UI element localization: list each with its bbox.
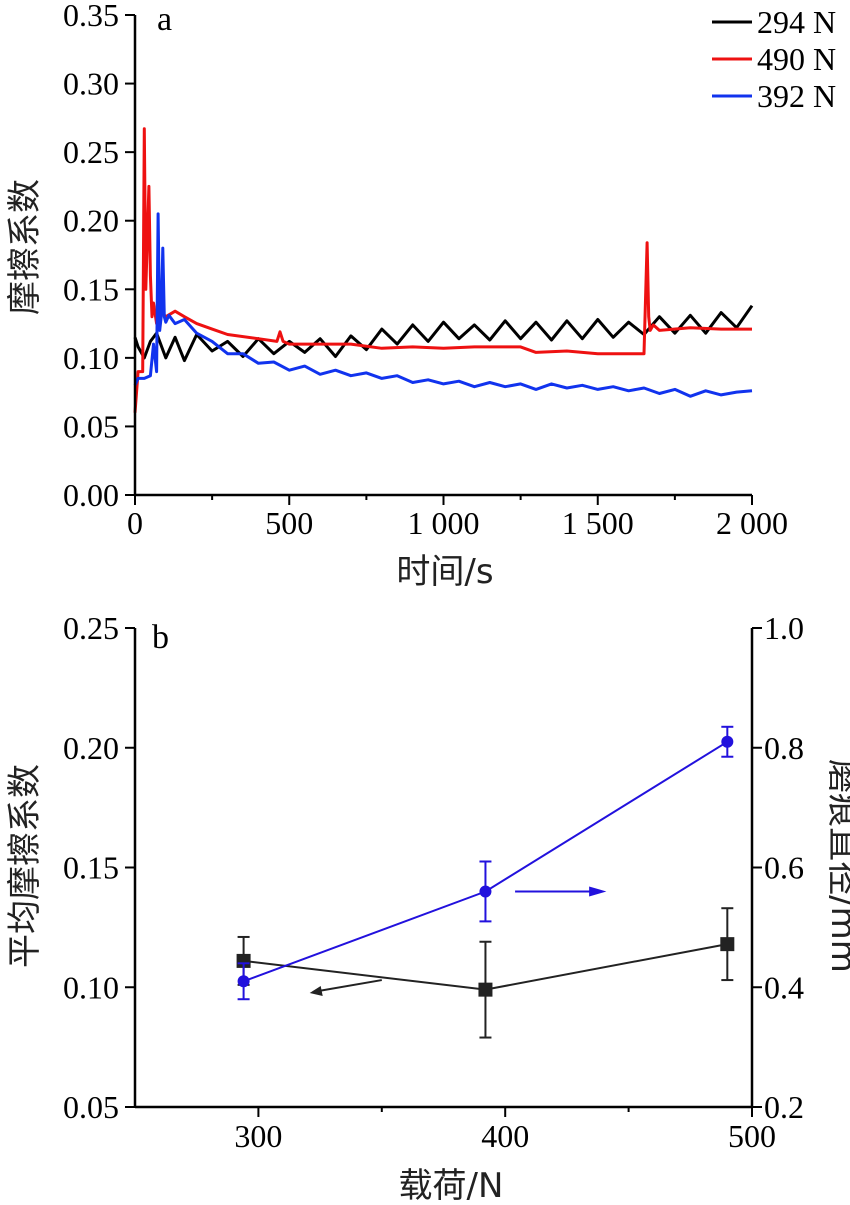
right-y-tick-label: 0.8 (764, 730, 804, 766)
y-tick-label: 0.05 (63, 408, 119, 444)
panel-a: a 0.00 0.05 0.10 0.15 0.20 0.25 0.30 0.35 0 500 1 … (5, 0, 836, 592)
y-tick-label: 0.10 (63, 340, 119, 376)
right-axis-arrowhead (589, 886, 607, 897)
panel-b: b 0.05 0.10 0.15 0.20 0.25 0.2 0.4 0.6 0.8 1.0 300… (5, 610, 850, 1205)
y-tick-label: 0.35 (63, 0, 119, 33)
panel-a-axes: 0.00 0.05 0.10 0.15 0.20 0.25 0.30 0.35 0 500 1 00… (63, 0, 788, 541)
legend-label: 490 N (757, 41, 836, 77)
panel-a-series (133, 127, 754, 413)
y-tick-label: 0.30 (63, 66, 119, 102)
right-y-tick-label: 0.6 (764, 850, 804, 886)
left-y-tick-label: 0.25 (63, 610, 119, 646)
panel-a-letter: a (157, 1, 172, 38)
left-y-tick-label: 0.05 (63, 1089, 119, 1125)
right-y-tick-label: 0.4 (764, 969, 804, 1005)
x-tick-label: 500 (728, 1118, 776, 1154)
data-point-circle (237, 975, 250, 988)
data-point-circle (479, 885, 492, 898)
y-tick-label: 0.20 (63, 203, 119, 239)
y-tick-label: 0.15 (63, 271, 119, 307)
x-tick-label: 1 000 (408, 505, 480, 541)
left-y-tick-label: 0.15 (63, 850, 119, 886)
legend-label: 392 N (757, 78, 836, 114)
x-tick-label: 400 (481, 1118, 529, 1154)
left-y-tick-label: 0.10 (63, 969, 119, 1005)
x-tick-label: 500 (265, 505, 313, 541)
series-line-490-N (133, 127, 752, 413)
panel-b-left-y-axis-label: 平均摩擦系数 (5, 764, 45, 968)
series-line-294-N (133, 304, 754, 363)
left-axis-arrowhead (309, 986, 323, 997)
legend-label: 294 N (757, 4, 836, 40)
y-tick-label: 0.00 (63, 477, 119, 513)
panel-b-letter: b (152, 619, 169, 656)
panel-a-x-axis-label: 时间/s (396, 552, 493, 592)
y-tick-label: 0.25 (63, 134, 119, 170)
data-point-circle (721, 735, 734, 748)
right-y-tick-label: 0.2 (764, 1089, 804, 1125)
panel-b-right-y-axis-label: 磨痕直径/mm (823, 759, 850, 973)
x-tick-label: 2 000 (716, 505, 788, 541)
x-tick-label: 1 500 (562, 505, 634, 541)
series-line-392-N (133, 212, 753, 398)
panel-a-y-axis-label: 摩擦系数 (5, 179, 45, 315)
x-tick-label: 0 (127, 505, 143, 541)
x-tick-label: 300 (234, 1118, 282, 1154)
data-point-square (236, 953, 251, 968)
left-axis-arrow (312, 979, 382, 994)
panel-b-axes: 0.05 0.10 0.15 0.20 0.25 0.2 0.4 0.6 0.8 1.0 300 40… (63, 610, 804, 1154)
data-point-square (478, 982, 493, 997)
panel-b-series (236, 725, 735, 1039)
panel-b-x-axis-label: 载荷/N (399, 1166, 504, 1205)
data-point-square (720, 937, 735, 952)
left-y-tick-label: 0.20 (63, 730, 119, 766)
right-y-tick-label: 1.0 (764, 610, 804, 646)
